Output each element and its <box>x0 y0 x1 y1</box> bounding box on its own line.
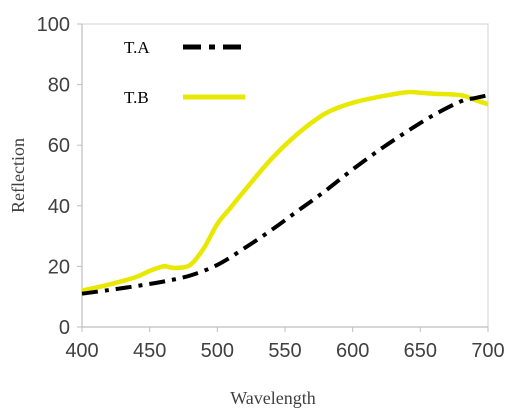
y-tick-label: 20 <box>48 256 70 278</box>
y-tick-label: 40 <box>48 196 70 218</box>
y-tick-label: 100 <box>37 14 70 36</box>
x-tick-label: 450 <box>133 340 166 362</box>
x-tick-label: 700 <box>471 340 504 362</box>
x-tick-label: 400 <box>65 340 98 362</box>
plot-frame <box>81 23 489 328</box>
x-tick-label: 500 <box>201 340 234 362</box>
series-line-t-a <box>81 93 489 296</box>
x-tick-label: 650 <box>404 340 437 362</box>
legend-label-t-a: T.A <box>124 38 150 57</box>
x-axis-title: Wavelength <box>230 388 316 408</box>
x-tick-label: 550 <box>268 340 301 362</box>
y-axis-title: Reflection <box>8 138 28 213</box>
y-tick-label: 80 <box>48 75 70 97</box>
x-tick-label: 600 <box>336 340 369 362</box>
legend-label-t-b: T.B <box>124 88 149 107</box>
y-tick-label: 60 <box>48 135 70 157</box>
y-tick-label: 0 <box>59 317 70 339</box>
series-line-t-b <box>81 89 489 293</box>
